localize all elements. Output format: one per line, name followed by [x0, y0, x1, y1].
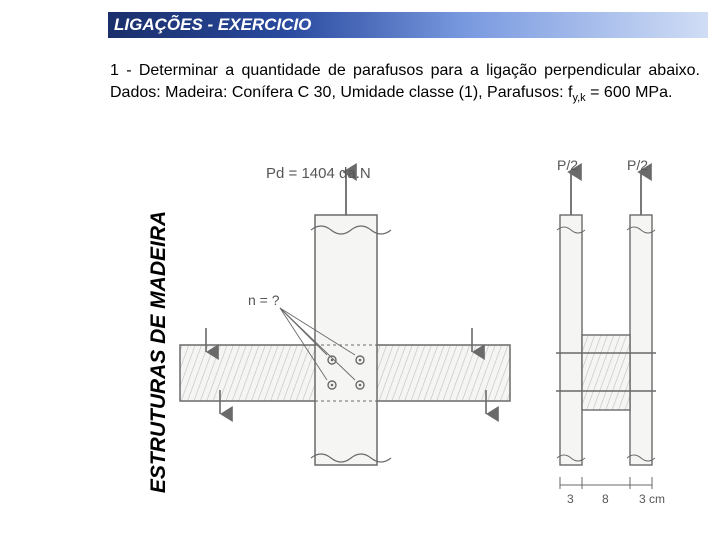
svg-text:P/2: P/2: [557, 160, 578, 173]
problem-statement: 1 - Determinar a quantidade de parafusos…: [110, 60, 700, 106]
svg-text:3 cm: 3 cm: [639, 492, 665, 506]
svg-text:Pd = 1404 da.N: Pd = 1404 da.N: [266, 165, 371, 182]
exercise-diagram: Pd = 1404 da.N n = ? P/2 P/2 3 8 3 cm: [160, 160, 680, 520]
svg-text:n = ?: n = ?: [248, 292, 280, 308]
svg-text:8: 8: [602, 492, 609, 506]
slide-title: LIGAÇÕES - EXERCICIO: [114, 15, 311, 35]
slide-header: LIGAÇÕES - EXERCICIO: [108, 12, 708, 38]
svg-text:3: 3: [567, 492, 574, 506]
svg-text:P/2: P/2: [627, 160, 648, 173]
problem-text-post: = 600 MPa.: [586, 84, 673, 101]
problem-subscript: y,k: [572, 92, 585, 104]
